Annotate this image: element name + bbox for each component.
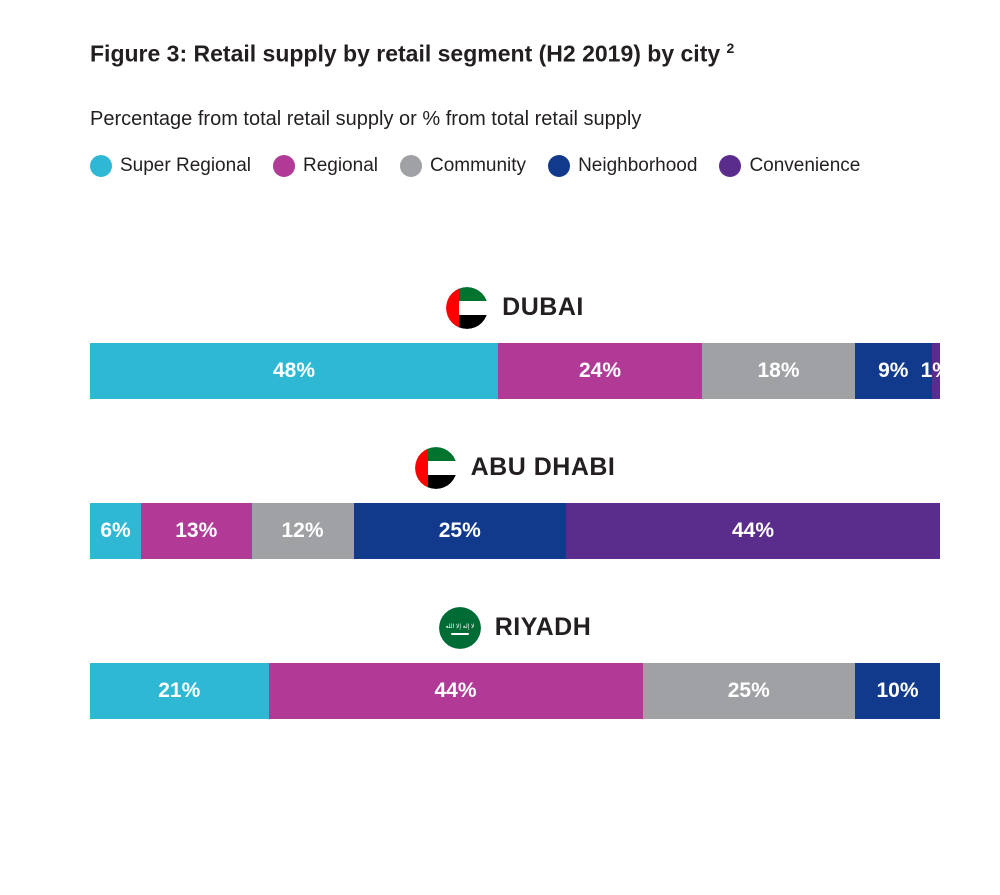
bar-segment-community: 25% <box>643 663 856 719</box>
bar-segment-label: 9% <box>878 359 908 383</box>
bar-segment-community: 12% <box>252 503 354 559</box>
city-bars-container: DUBAI 48% 24% 18% 9% 1% ABU DHABI 6% 13% 12% 25% 4… <box>90 287 940 719</box>
bar-segment-regional: 13% <box>141 503 252 559</box>
svg-text:لا إله إلا الله: لا إله إلا الله <box>445 623 474 630</box>
stacked-bar: 21% 44% 25% 10% <box>90 663 940 719</box>
bar-segment-super-regional: 48% <box>90 343 498 399</box>
bar-segment-label: 6% <box>100 519 130 543</box>
city-name: RIYADH <box>495 613 592 642</box>
legend-swatch <box>548 155 570 177</box>
legend-label: Convenience <box>749 155 860 177</box>
legend-label: Community <box>430 155 526 177</box>
bar-segment-community: 18% <box>702 343 855 399</box>
legend-label: Regional <box>303 155 378 177</box>
city-name: DUBAI <box>502 293 584 322</box>
bar-segment-label: 44% <box>732 519 774 543</box>
figure-title: Figure 3: Retail supply by retail segmen… <box>90 40 940 68</box>
legend-label: Neighborhood <box>578 155 697 177</box>
legend-item-neighborhood: Neighborhood <box>548 155 697 177</box>
bar-segment-super-regional: 21% <box>90 663 269 719</box>
city-header: ABU DHABI <box>90 447 940 489</box>
city-name: ABU DHABI <box>471 453 616 482</box>
legend: Super Regional Regional Community Neighborh… <box>90 155 940 177</box>
figure-title-superscript: 2 <box>727 40 735 56</box>
city-header: DUBAI <box>90 287 940 329</box>
legend-item-community: Community <box>400 155 526 177</box>
city-block-riyadh: لا إله إلا الله RIYADH 21% 44% 25% 10% <box>90 607 940 719</box>
uae-flag-icon <box>446 287 488 329</box>
bar-segment-label: 12% <box>281 519 323 543</box>
bar-segment-label: 18% <box>757 359 799 383</box>
bar-segment-neighborhood: 10% <box>855 663 940 719</box>
bar-segment-convenience: 1% <box>932 343 941 399</box>
legend-swatch <box>273 155 295 177</box>
bar-segment-label: 25% <box>439 519 481 543</box>
legend-label: Super Regional <box>120 155 251 177</box>
bar-segment-label: 10% <box>876 679 918 703</box>
stacked-bar: 6% 13% 12% 25% 44% <box>90 503 940 559</box>
bar-segment-label: 1% <box>921 359 951 383</box>
uae-flag-icon <box>415 447 457 489</box>
legend-item-convenience: Convenience <box>719 155 860 177</box>
bar-segment-label: 48% <box>273 359 315 383</box>
legend-swatch <box>719 155 741 177</box>
legend-item-regional: Regional <box>273 155 378 177</box>
bar-segment-regional: 24% <box>498 343 702 399</box>
legend-swatch <box>90 155 112 177</box>
bar-segment-label: 24% <box>579 359 621 383</box>
bar-segment-label: 25% <box>728 679 770 703</box>
bar-segment-neighborhood: 25% <box>354 503 567 559</box>
stacked-bar: 48% 24% 18% 9% 1% <box>90 343 940 399</box>
bar-segment-label: 44% <box>434 679 476 703</box>
figure-subtitle: Percentage from total retail supply or %… <box>90 108 940 131</box>
bar-segment-label: 21% <box>158 679 200 703</box>
bar-segment-label: 13% <box>175 519 217 543</box>
city-block-dubai: DUBAI 48% 24% 18% 9% 1% <box>90 287 940 399</box>
city-block-abu-dhabi: ABU DHABI 6% 13% 12% 25% 44% <box>90 447 940 559</box>
legend-item-super-regional: Super Regional <box>90 155 251 177</box>
bar-segment-super-regional: 6% <box>90 503 141 559</box>
bar-segment-convenience: 44% <box>566 503 940 559</box>
city-header: لا إله إلا الله RIYADH <box>90 607 940 649</box>
legend-swatch <box>400 155 422 177</box>
figure-container: Figure 3: Retail supply by retail segmen… <box>0 0 1000 759</box>
ksa-flag-icon: لا إله إلا الله <box>439 607 481 649</box>
bar-segment-regional: 44% <box>269 663 643 719</box>
figure-title-text: Figure 3: Retail supply by retail segmen… <box>90 41 720 67</box>
